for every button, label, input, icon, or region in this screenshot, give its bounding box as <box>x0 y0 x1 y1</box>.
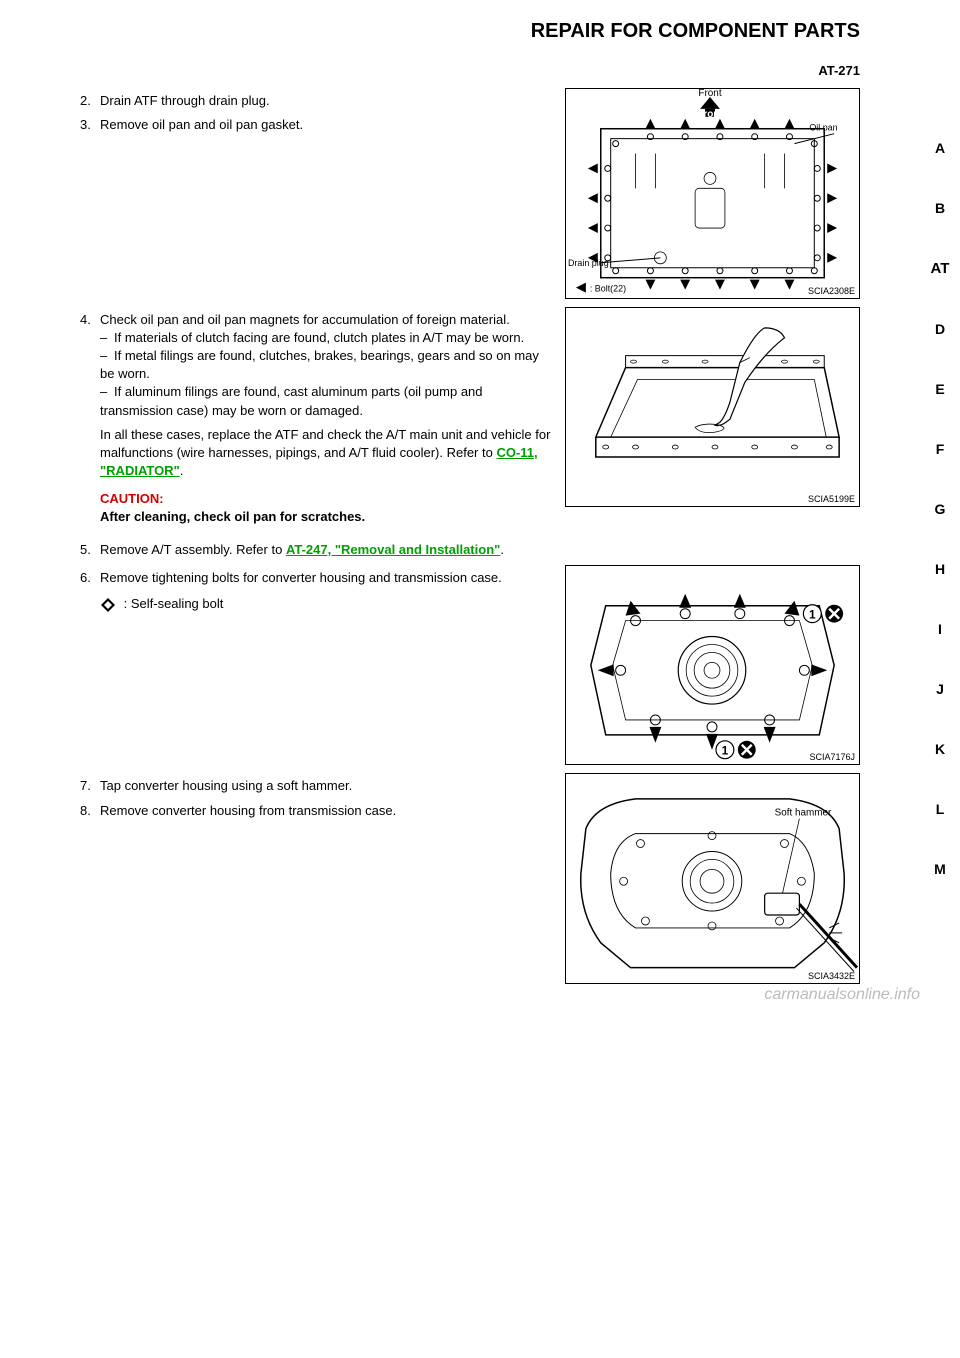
note-text-end: . <box>180 463 184 478</box>
svg-text:Front: Front <box>698 89 721 99</box>
step-text-end: . <box>500 542 504 557</box>
bullet-text: If aluminum filings are found, cast alum… <box>100 384 483 417</box>
sidebar-item-m[interactable]: M <box>920 861 960 877</box>
step-text: Remove A/T assembly. Refer to <box>100 542 286 557</box>
sidebar-item-b[interactable]: B <box>920 200 960 216</box>
sidebar-item-l[interactable]: L <box>920 801 960 817</box>
step-2: 2.Drain ATF through drain plug. <box>80 92 553 110</box>
step-text: Check oil pan and oil pan magnets for ac… <box>100 312 510 327</box>
step-num: 2. <box>80 92 100 110</box>
step-text-col: 4.Check oil pan and oil pan magnets for … <box>80 307 553 533</box>
svg-text:: Bolt(22): : Bolt(22) <box>590 284 626 294</box>
step-text: Drain ATF through drain plug. <box>100 93 270 108</box>
step-8: 8.Remove converter housing from transmis… <box>80 802 553 820</box>
sidebar-item-at[interactable]: AT <box>920 260 960 277</box>
svg-text:Oil pan: Oil pan <box>809 123 837 133</box>
bullet-text: If metal filings are found, clutches, br… <box>100 348 539 381</box>
bullet-dash: – <box>100 383 114 401</box>
step-text-col: 7.Tap converter housing using a soft ham… <box>80 773 553 825</box>
step-4: 4.Check oil pan and oil pan magnets for … <box>80 311 553 527</box>
sidebar-item-f[interactable]: F <box>920 441 960 457</box>
figure-code: SCIA3432E <box>808 971 855 981</box>
page-header: REPAIR FOR COMPONENT PARTS AT-271 <box>80 20 860 78</box>
step-3: 3.Remove oil pan and oil pan gasket. <box>80 116 553 134</box>
step-num: 6. <box>80 569 100 587</box>
section-title: REPAIR FOR COMPONENT PARTS <box>80 20 860 43</box>
note-text: In all these cases, replace the ATF and … <box>100 427 550 460</box>
step-7: 7.Tap converter housing using a soft ham… <box>80 777 553 795</box>
step-4-note: In all these cases, replace the ATF and … <box>80 426 553 481</box>
step-num: 3. <box>80 116 100 134</box>
watermark: carmanualsonline.info <box>764 986 920 1004</box>
step-row-2-3: 2.Drain ATF through drain plug. 3.Remove… <box>80 88 860 299</box>
step-row-6: 6.Remove tightening bolts for converter … <box>80 565 860 766</box>
section-index-sidebar: A B AT D E F G H I J K L M <box>920 0 960 921</box>
step-text: Remove oil pan and oil pan gasket. <box>100 117 303 132</box>
sidebar-item-h[interactable]: H <box>920 561 960 577</box>
sidebar-item-a[interactable]: A <box>920 140 960 156</box>
bullet-dash: – <box>100 347 114 365</box>
step-text-col: 2.Drain ATF through drain plug. 3.Remove… <box>80 88 553 140</box>
svg-text:Soft hammer: Soft hammer <box>775 808 832 819</box>
step-row-4: 4.Check oil pan and oil pan magnets for … <box>80 307 860 533</box>
caution-label: CAUTION: <box>100 490 553 508</box>
sidebar-item-j[interactable]: J <box>920 681 960 697</box>
sidebar-item-i[interactable]: I <box>920 621 960 637</box>
figure-converter-housing-bolts: 1 1 SCIA7176J <box>565 565 860 766</box>
sidebar-item-d[interactable]: D <box>920 321 960 337</box>
figure-code: SCIA5199E <box>808 494 855 504</box>
page-content: REPAIR FOR COMPONENT PARTS AT-271 2.Drai… <box>0 0 880 1012</box>
step-5-list: 5.Remove A/T assembly. Refer to AT-247, … <box>80 541 860 559</box>
step-num: 7. <box>80 777 100 795</box>
bullet-item: –If metal filings are found, clutches, b… <box>100 347 553 383</box>
figure-oil-pan-bolts: Front Front Oil pan Drain plug : Bolt(22… <box>565 88 860 299</box>
page-number: AT-271 <box>80 63 860 78</box>
sidebar-item-g[interactable]: G <box>920 501 960 517</box>
svg-text:1: 1 <box>722 744 729 758</box>
step-text: Tap converter housing using a soft hamme… <box>100 778 352 793</box>
figure-code: SCIA2308E <box>808 286 855 296</box>
step-5: 5.Remove A/T assembly. Refer to AT-247, … <box>80 541 860 559</box>
sidebar-item-e[interactable]: E <box>920 381 960 397</box>
bullet-item: –If aluminum filings are found, cast alu… <box>100 383 553 419</box>
svg-text:Drain plug: Drain plug <box>568 258 609 268</box>
step-text: Remove converter housing from transmissi… <box>100 803 396 818</box>
figure-soft-hammer: Soft hammer SCIA3432E <box>565 773 860 984</box>
figure-code: SCIA7176J <box>809 752 855 762</box>
step-num: 8. <box>80 802 100 820</box>
figure-oil-pan-check: SCIA5199E <box>565 307 860 508</box>
step-num: 4. <box>80 311 100 329</box>
step-row-7-8: 7.Tap converter housing using a soft ham… <box>80 773 860 984</box>
svg-text:1: 1 <box>809 607 816 621</box>
diamond-icon <box>100 597 116 613</box>
step-4-caution: CAUTION: After cleaning, check oil pan f… <box>80 490 553 526</box>
link-at-247[interactable]: AT-247, "Removal and Installation" <box>286 542 500 557</box>
step-6: 6.Remove tightening bolts for converter … <box>80 569 553 613</box>
step-6-legend: : Self-sealing bolt <box>80 595 553 613</box>
legend-text: : Self-sealing bolt <box>124 596 224 611</box>
bullet-dash: – <box>100 329 114 347</box>
step-num: 5. <box>80 541 100 559</box>
step-4-bullets: –If materials of clutch facing are found… <box>80 329 553 420</box>
step-text: Remove tightening bolts for converter ho… <box>100 570 502 585</box>
caution-text: After cleaning, check oil pan for scratc… <box>100 508 553 526</box>
step-text-col: 6.Remove tightening bolts for converter … <box>80 565 553 619</box>
sidebar-item-k[interactable]: K <box>920 741 960 757</box>
bullet-item: –If materials of clutch facing are found… <box>100 329 553 347</box>
bullet-text: If materials of clutch facing are found,… <box>114 330 524 345</box>
svg-text:Front: Front <box>697 109 723 120</box>
